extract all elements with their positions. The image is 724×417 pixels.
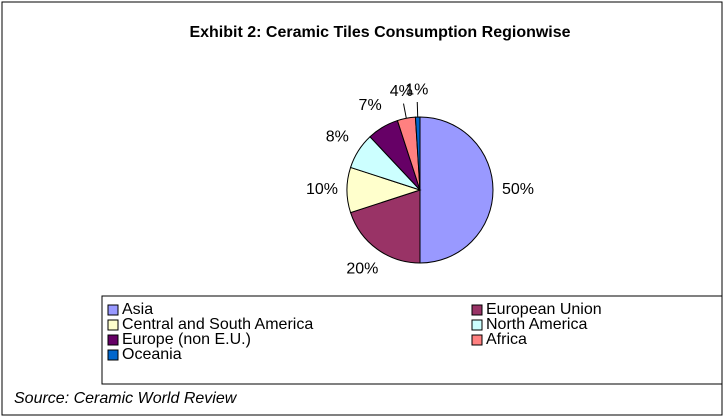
data-label: 50% (502, 181, 534, 198)
legend-swatch (471, 334, 483, 346)
legend-label: Europe (non E.U.) (122, 331, 251, 348)
data-label: 7% (359, 97, 382, 114)
legend-label: Asia (122, 301, 153, 318)
legend-label: Africa (486, 331, 527, 348)
data-label: 1% (405, 81, 428, 98)
legend-swatch (107, 304, 119, 316)
data-label: 4% (390, 83, 413, 100)
legend-swatch (471, 304, 483, 316)
data-label: 10% (306, 181, 338, 198)
data-label: 20% (346, 261, 378, 278)
legend-label: North America (486, 316, 587, 333)
legend-box (101, 295, 723, 385)
legend-swatch (107, 349, 119, 361)
data-label: 8% (326, 129, 349, 146)
legend-swatch (471, 319, 483, 331)
legend-label: European Union (486, 301, 602, 318)
legend-swatch (107, 319, 119, 331)
legend-label: Central and South America (122, 316, 313, 333)
legend-swatch (107, 334, 119, 346)
chart-title: Exhibit 2: Ceramic Tiles Consumption Reg… (189, 24, 570, 41)
pie-slice (349, 189, 421, 264)
legend-label: Oceania (122, 346, 182, 363)
pie-slice (419, 116, 494, 264)
source-note: Source: Ceramic World Review (14, 390, 238, 407)
leader-line (403, 103, 407, 119)
